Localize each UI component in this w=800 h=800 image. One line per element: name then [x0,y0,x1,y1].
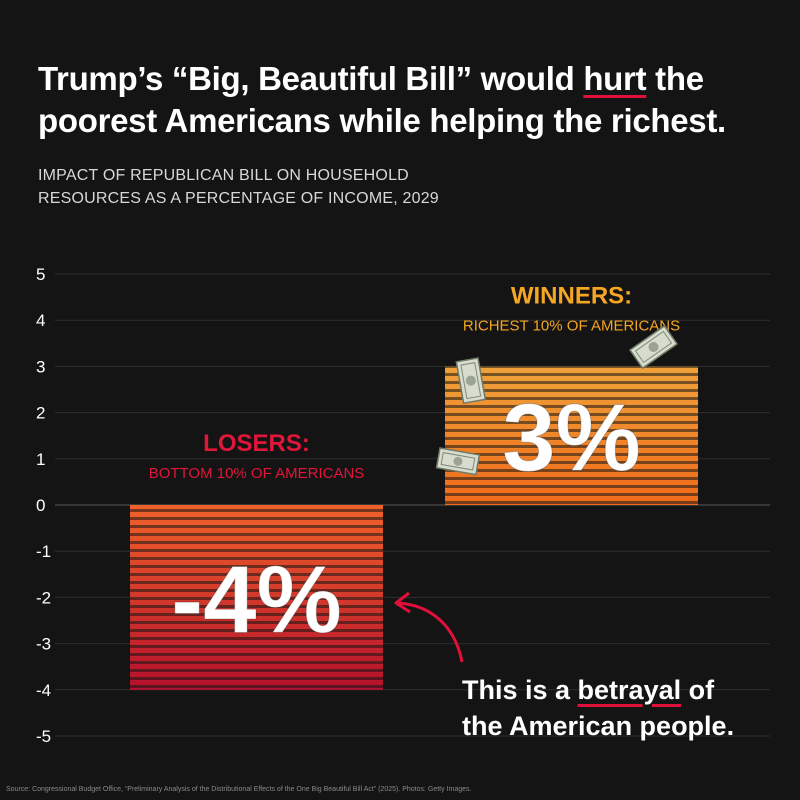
bar-stripes [445,366,698,505]
callout-text: This is a betrayal of the American peopl… [462,672,782,744]
group-title: WINNERS: [511,282,632,309]
callout-text-part: This is a [462,675,578,705]
group-subtitle: BOTTOM 10% OF AMERICANS [149,465,365,482]
chart-subtitle: IMPACT OF REPUBLICAN BILL ON HOUSEHOLD R… [38,164,638,210]
bar-value-label: 3% [502,385,641,492]
y-tick-label: -5 [36,727,51,746]
subtitle-line-2: RESOURCES AS A PERCENTAGE OF INCOME, 202… [38,190,439,207]
y-tick-label: 1 [36,450,45,469]
headline-line-2: poorest Americans while helping the rich… [38,102,726,139]
headline-line-1: Trump’s “Big, Beautiful Bill” would hurt… [38,58,778,100]
bar-value-label: -4% [171,546,342,653]
callout-line-2: the American people. [462,711,735,741]
headline-text: Trump’s “Big, Beautiful Bill” would [38,60,584,97]
source-note: Source: Congressional Budget Office, “Pr… [6,786,472,793]
money-bill-icon [455,357,487,405]
y-tick-label: -1 [36,542,51,561]
headline-emphasis: hurt [583,60,647,97]
money-bill-icon [628,324,679,370]
curved-arrow-icon [394,591,464,663]
bars: -4% LOSERS: BOTTOM 10% OF AMERICANS 3% WINNE… [130,282,698,690]
money-bill-icon [435,447,481,476]
decorations [394,324,679,663]
group-title: LOSERS: [203,430,310,457]
subtitle-line-1: IMPACT OF REPUBLICAN BILL ON HOUSEHOLD [38,167,409,184]
y-tick-label: 3 [36,357,45,376]
callout-line-1: This is a betrayal of [462,672,782,708]
group-subtitle: RICHEST 10% OF AMERICANS [463,317,680,334]
y-tick-label: 2 [36,404,45,423]
callout-text-part: of [681,675,715,705]
y-tick-label: 5 [36,265,45,284]
y-tick-label: -4 [36,681,51,700]
headline: Trump’s “Big, Beautiful Bill” would hurt… [38,58,778,142]
y-tick-label: -2 [36,588,51,607]
bar-stripes [130,505,383,690]
y-tick-label: -3 [36,635,51,654]
headline-text: the [646,60,704,97]
y-tick-label: 4 [36,311,45,330]
y-axis-ticks: 5 4 3 2 1 0 -1 -2 -3 -4 -5 [36,265,51,746]
callout-emphasis: betrayal [577,675,682,705]
y-tick-label: 0 [36,496,45,515]
